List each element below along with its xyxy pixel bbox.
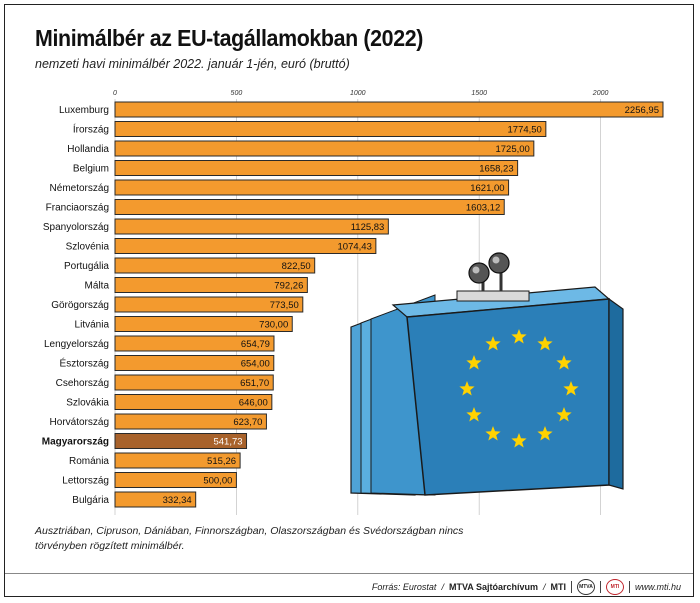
bar — [114, 257, 316, 274]
value-label: 651,70 — [240, 378, 269, 389]
value-label: 541,73 — [213, 437, 242, 448]
bar — [114, 374, 274, 391]
value-label: 1774,50 — [508, 125, 542, 136]
value-label: 1621,00 — [470, 183, 504, 194]
category-label: Franciaország — [46, 203, 109, 214]
value-label: 1725,00 — [495, 144, 529, 155]
bar — [114, 413, 267, 430]
category-label: Horvátország — [50, 417, 109, 428]
bar — [114, 179, 510, 196]
star-icon — [485, 426, 501, 441]
bar — [114, 394, 273, 410]
bar — [114, 316, 293, 332]
star-icon — [511, 329, 527, 344]
value-label: 2256,95 — [625, 105, 659, 116]
page-title: Minimálbér az EU-tagállamokban (2022) — [35, 25, 424, 51]
agency-label: MTVA Sajtóarchívum — [448, 582, 538, 592]
star-icon — [511, 433, 527, 448]
category-label: Magyarország — [42, 437, 109, 448]
value-label: 730,00 — [259, 320, 288, 331]
category-label: Portugália — [64, 261, 109, 272]
divider — [5, 573, 693, 574]
category-label: Csehország — [56, 378, 109, 389]
bar — [114, 199, 505, 215]
value-label: 515,26 — [207, 456, 236, 467]
bar — [114, 335, 275, 352]
bar — [114, 121, 547, 137]
value-label: 654,00 — [241, 359, 270, 370]
bar — [114, 160, 519, 176]
source-label: Forrás: Eurostat — [371, 582, 437, 592]
value-label: 792,26 — [274, 281, 303, 292]
star-icon — [537, 336, 553, 351]
star-icon — [556, 355, 572, 370]
star-icon — [556, 407, 572, 422]
website-link[interactable]: www.mti.hu — [634, 582, 681, 592]
separator — [570, 581, 572, 593]
x-tick-label: 0 — [113, 90, 117, 97]
category-label: Málta — [85, 281, 110, 292]
value-label: 822,50 — [282, 261, 311, 272]
star-icon — [563, 381, 579, 396]
category-label: Spanyolország — [43, 222, 109, 233]
star-icon — [537, 426, 553, 441]
mti-logo-icon: MTI — [605, 579, 624, 595]
category-label: Lettország — [62, 476, 109, 487]
category-label: Németország — [50, 183, 109, 194]
value-label: 1074,43 — [338, 242, 372, 253]
value-label: 1125,83 — [351, 222, 385, 233]
separator — [599, 581, 601, 593]
category-label: Románia — [69, 456, 109, 467]
x-tick-label: 1500 — [471, 90, 487, 97]
value-label: 646,00 — [239, 398, 268, 409]
star-icon — [459, 381, 475, 396]
bar — [114, 140, 535, 157]
x-tick-label: 2000 — [592, 90, 609, 97]
value-label: 654,79 — [241, 339, 270, 350]
star-icon — [485, 336, 501, 351]
bar — [114, 296, 304, 313]
category-label: Szlovénia — [66, 242, 110, 253]
value-label: 500,00 — [203, 476, 232, 487]
separator — [628, 581, 630, 593]
category-label: Görögország — [51, 300, 109, 311]
category-label: Hollandia — [67, 144, 109, 155]
category-label: Bulgária — [72, 495, 109, 506]
purse-clasp-icon — [468, 252, 510, 291]
footnote: Ausztriában, Cipruson, Dániában, Finnors… — [35, 525, 464, 552]
mtva-logo-icon: MTVA — [576, 579, 595, 595]
value-label: 332,34 — [163, 495, 192, 506]
value-label: 773,50 — [270, 300, 299, 311]
eu-wallet-icon — [350, 252, 624, 496]
x-tick-label: 500 — [231, 90, 243, 97]
category-label: Litvánia — [75, 320, 110, 331]
category-label: Lengyelország — [44, 339, 109, 350]
infographic-frame: Minimálbér az EU-tagállamokban (2022) ne… — [4, 4, 694, 597]
value-label: 623,70 — [233, 417, 262, 428]
star-icon — [466, 407, 482, 422]
bar — [114, 491, 197, 508]
bar — [114, 277, 308, 293]
page-subtitle: nemzeti havi minimálbér 2022. január 1-j… — [35, 57, 350, 71]
category-label: Írország — [73, 123, 109, 136]
bar — [114, 218, 389, 235]
value-label: 1658,23 — [479, 164, 513, 175]
category-label: Szlovákia — [66, 398, 109, 409]
bar — [114, 238, 377, 254]
x-tick-label: 1000 — [350, 90, 366, 97]
category-label: Belgium — [73, 164, 109, 175]
star-icon — [466, 355, 482, 370]
bar — [114, 472, 237, 488]
bar-chart: 0 500 1000 1500 2000 Luxemburg 2256,95Í — [42, 90, 664, 515]
eu-stars-icon — [459, 329, 579, 448]
bar — [114, 101, 664, 118]
mti-label: MTI — [550, 582, 566, 592]
value-label: 1603,12 — [466, 203, 500, 214]
category-label: Észtország — [60, 357, 109, 370]
credits: Forrás: Eurostat / MTVA Sajtóarchívum / … — [372, 579, 681, 595]
bar — [114, 452, 241, 469]
bar — [114, 433, 248, 449]
category-label: Luxemburg — [59, 105, 109, 116]
bar — [114, 355, 275, 371]
